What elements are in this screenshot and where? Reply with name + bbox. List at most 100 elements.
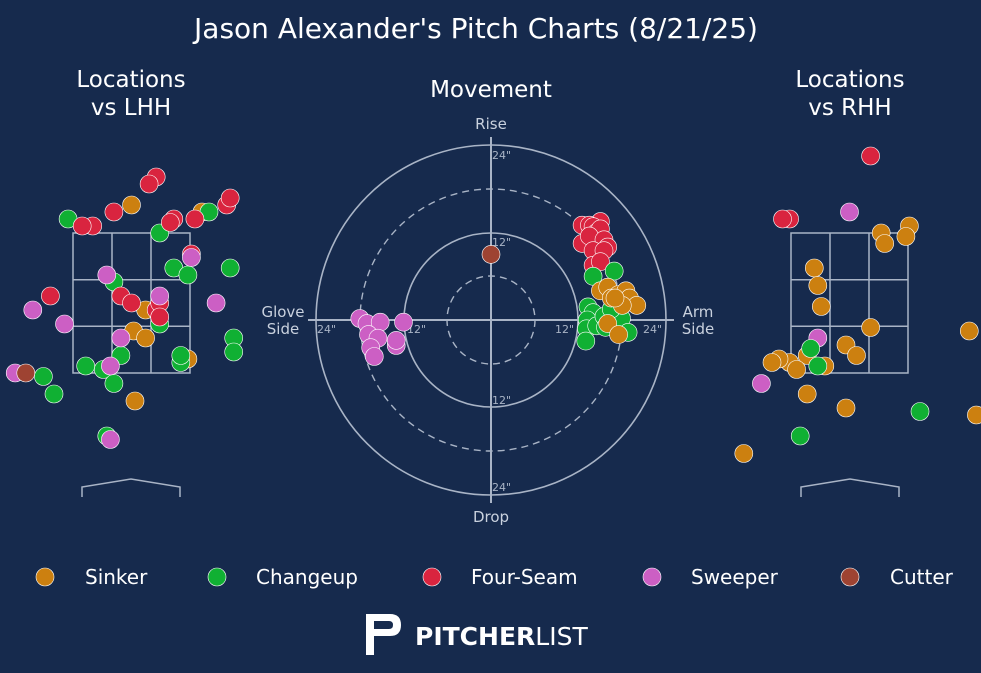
logo-p-icon (366, 614, 401, 655)
rhh-strike-zone (790, 232, 909, 374)
ring-label-bottom-24: 24" (492, 481, 511, 494)
lhh-point-changeup (34, 367, 53, 386)
lhh-point-four-seam (150, 307, 169, 327)
lhh-point-sweeper (206, 293, 226, 313)
lhh-point-four-seam (220, 188, 240, 208)
legend-marker-sinker (35, 567, 55, 587)
label-arm-line1: Arm (683, 303, 714, 321)
legend: Sinker Changeup Four-Seam Sweeper Cutter (35, 565, 954, 589)
lhh-point-four-seam (161, 213, 180, 232)
rhh-point-sinker (847, 346, 866, 365)
label-rise: Rise (475, 115, 507, 133)
lhh-point-sweeper (111, 328, 131, 348)
lhh-point-four-seam (104, 202, 124, 222)
movement-point-cutter (481, 245, 501, 264)
legend-marker-changeup (207, 567, 227, 587)
lhh-point-four-seam (72, 216, 92, 236)
rhh-title-line2: vs RHH (808, 95, 891, 121)
chart-title: Jason Alexander's Pitch Charts (8/21/25) (192, 12, 758, 45)
rhh-point-sinker (808, 276, 828, 295)
movement-point-sweeper (364, 347, 384, 366)
lhh-point-changeup (178, 265, 198, 285)
rhh-point-sinker (836, 398, 856, 418)
lhh-point-sweeper (182, 248, 201, 267)
lhh-point-changeup (76, 356, 95, 376)
lhh-points (5, 167, 243, 449)
rhh-point-changeup (790, 426, 810, 446)
label-drop: Drop (473, 508, 509, 526)
legend-label-sinker: Sinker (85, 565, 148, 589)
logo-text: PITCHERLIST (415, 622, 588, 651)
legend-label-changeup: Changeup (256, 565, 358, 589)
rhh-point-four-seam (773, 209, 792, 229)
movement-point-changeup (576, 331, 596, 351)
legend-label-cutter: Cutter (890, 565, 954, 589)
pitcherlist-logo: PITCHERLIST (366, 614, 588, 655)
lhh-point-changeup (171, 346, 191, 365)
rhh-point-sinker (762, 353, 782, 372)
lhh-point-sweeper (101, 356, 120, 376)
lhh-home-plate (81, 478, 181, 497)
rhh-point-four-seam (861, 146, 880, 166)
movement-point-sweeper (394, 312, 413, 332)
logo-text-light: LIST (535, 622, 588, 651)
lhh-point-four-seam (41, 286, 60, 306)
lhh-point-four-seam (185, 209, 205, 229)
rhh-points (734, 146, 981, 463)
ring-label-top-12: 12" (492, 236, 511, 249)
rhh-point-sinker (959, 321, 979, 341)
lhh-point-sweeper (101, 430, 120, 449)
ring-label-right-24: 24" (643, 323, 662, 336)
movement-point-sweeper (386, 331, 406, 350)
rhh-point-changeup (910, 402, 930, 421)
lhh-point-sinker (136, 328, 155, 348)
movement-title: Movement (430, 77, 552, 103)
rhh-point-sinker (787, 360, 806, 379)
rhh-title-line1: Locations (795, 67, 904, 93)
lhh-point-sweeper (97, 265, 117, 285)
lhh-title-line2: vs LHH (91, 95, 171, 121)
lhh-point-sinker (125, 391, 145, 411)
label-glove-line2: Side (267, 320, 299, 338)
lhh-point-sweeper (55, 314, 74, 334)
rhh-point-sinker (967, 405, 981, 425)
lhh-point-four-seam (139, 174, 159, 194)
lhh-point-cutter (16, 363, 36, 383)
rhh-point-sinker (875, 234, 895, 253)
lhh-point-changeup (104, 374, 124, 393)
label-glove-line1: Glove (261, 303, 304, 321)
ring-label-left-24: 24" (317, 323, 336, 336)
rhh-point-sinker (797, 384, 817, 404)
legend-marker-cutter (840, 567, 860, 587)
legend-label-sweeper: Sweeper (691, 565, 779, 589)
lhh-point-changeup (220, 258, 240, 278)
lhh-point-sweeper (23, 300, 43, 320)
label-arm-line2: Side (682, 320, 714, 338)
rhh-point-sinker (804, 258, 824, 278)
lhh-point-four-seam (122, 293, 141, 313)
ring-label-right-12: 12" (555, 323, 574, 336)
rhh-point-changeup (808, 356, 828, 376)
lhh-point-sinker (122, 195, 141, 215)
movement-point-sinker (609, 325, 628, 344)
logo-text-bold: PITCHER (415, 622, 535, 651)
rhh-point-sinker (734, 444, 754, 463)
rhh-point-sinker (896, 227, 916, 246)
rhh-point-sinker (811, 297, 831, 316)
movement-point-changeup (604, 261, 624, 281)
movement-point-sinker (605, 288, 625, 308)
movement-points (350, 212, 647, 366)
rhh-point-sweeper (752, 374, 771, 393)
lhh-point-sweeper (150, 286, 169, 306)
rhh-point-sweeper (840, 202, 859, 222)
lhh-point-changeup (44, 384, 64, 404)
ring-label-top-24: 24" (492, 149, 511, 162)
rhh-point-sinker (861, 318, 880, 337)
ring-label-bottom-12: 12" (492, 394, 511, 407)
legend-label-four-seam: Four-Seam (471, 565, 578, 589)
rhh-point-changeup (801, 339, 821, 358)
legend-marker-four-seam (422, 567, 442, 587)
rhh-home-plate (800, 478, 900, 497)
lhh-title-line1: Locations (76, 67, 185, 93)
